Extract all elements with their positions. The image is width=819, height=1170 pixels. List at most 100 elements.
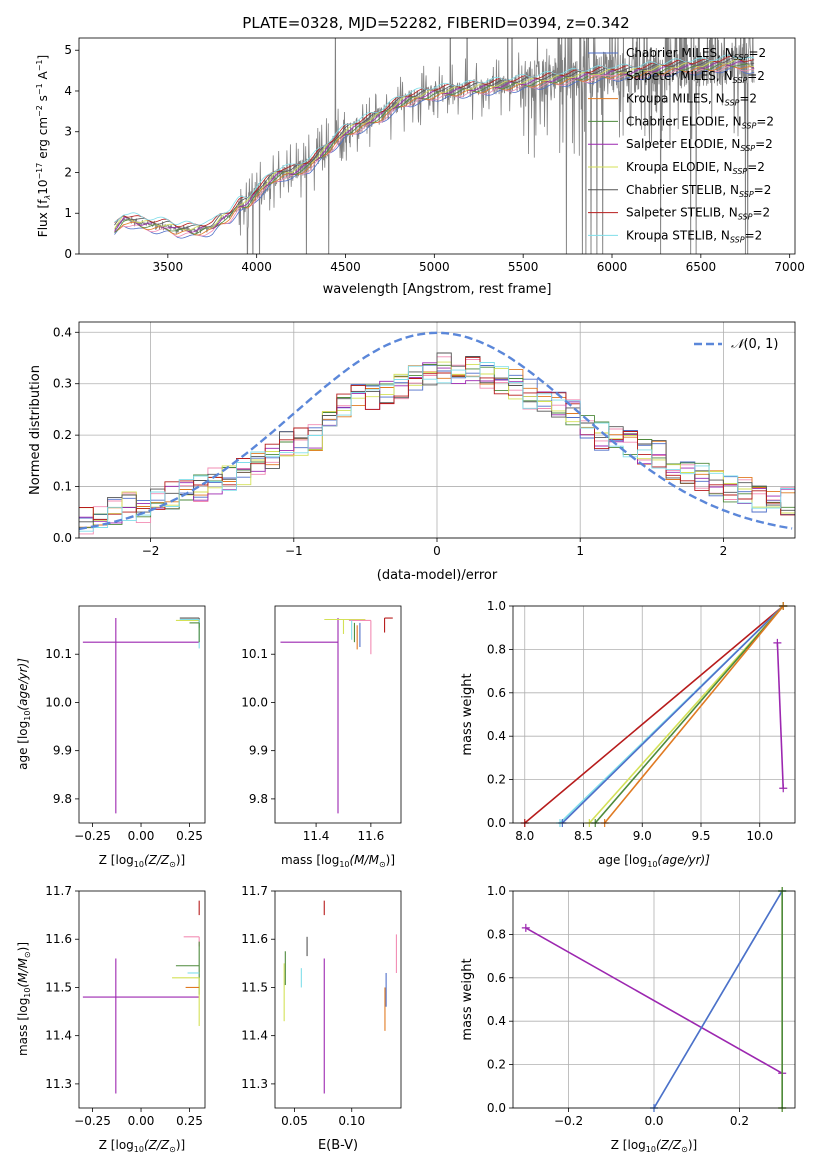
y-axis-label: Flux [fλ10−17 erg cm−2 s−1 A−1] (35, 55, 52, 237)
x-tick-label: −0.25 (74, 1114, 111, 1128)
weight-line (525, 927, 783, 1074)
y-tick-label: 0.4 (487, 729, 506, 743)
y-tick-label: 0.0 (487, 816, 506, 830)
x-axis-label: mass [log10(M/M⊙)] (281, 853, 395, 869)
histogram-step (79, 357, 795, 520)
x-tick-label: 0.25 (176, 1114, 203, 1128)
x-tick-label: −1 (285, 544, 303, 558)
axes-frame (512, 605, 796, 824)
age-vs-metallicity-panel: −0.25 0.00 0.25 9.8 9.9 10.0 10.1 Z [log10(Z/Z⊙… (16, 605, 206, 869)
axes-frame (512, 890, 796, 1109)
axes-frame (274, 605, 402, 824)
figure-title: PLATE=0328, MJD=52282, FIBERID=0394, z=0… (242, 14, 629, 32)
y-tick-label: 9.9 (53, 744, 72, 758)
point-marker (779, 784, 788, 793)
x-tick-label: 6000 (597, 260, 628, 274)
y-tick-label: 4 (64, 84, 72, 98)
weight-line (594, 606, 784, 823)
y-tick-label: 11.7 (45, 884, 72, 898)
y-tick-label: 11.5 (241, 980, 268, 994)
x-tick-label: 0.00 (128, 1114, 155, 1128)
y-tick-label: 3 (64, 125, 72, 139)
x-tick-label: 4000 (241, 260, 272, 274)
spectrum-panel: 3500 4000 4500 5000 5500 6000 6500 7000 0 1 2 3 4 5 Ch… (35, 37, 805, 297)
x-tick-label: 11.4 (303, 829, 330, 843)
x-tick-label: 0.2 (730, 1114, 749, 1128)
y-tick-label: 11.7 (241, 884, 268, 898)
weight-vs-metallicity-panel: −0.2 0.0 0.2 0.0 0.2 0.4 0.6 0.8 1.0 mass weight Z… (460, 884, 796, 1154)
model-line (114, 54, 755, 226)
y-tick-label: 0.2 (53, 428, 72, 442)
y-tick-label: 10.0 (45, 695, 72, 709)
x-tick-label: 4500 (330, 260, 361, 274)
x-tick-label: 0.25 (176, 829, 203, 843)
weight-line (776, 642, 784, 789)
x-axis-label: Z [log10(Z/Z⊙)] (611, 1138, 697, 1154)
histogram-step (79, 362, 795, 532)
x-tick-label: 9.5 (691, 829, 710, 843)
y-tick-label: 0.3 (53, 377, 72, 391)
point-marker (773, 638, 782, 647)
x-axis-label: Z [log10(Z/Z⊙)] (99, 853, 185, 869)
x-tick-label: 0.0 (644, 1114, 663, 1128)
legend-entry: Kroupa MILES, NSSP=2 (626, 92, 757, 108)
legend-entry: 𝒩(0, 1) (731, 337, 778, 352)
legend-entry: Chabrier ELODIE, NSSP=2 (626, 114, 774, 130)
x-tick-label: 11.6 (358, 829, 385, 843)
y-axis-label: mass [log10(M/M⊙)] (16, 942, 32, 1056)
x-tick-label: 7000 (774, 260, 805, 274)
weight-vs-age-panel: 8.0 8.5 9.0 9.5 10.0 0.0 0.2 0.4 0.6 0.8 1.0 mass w… (460, 599, 796, 869)
x-axis-label: Z [log10(Z/Z⊙)] (99, 1138, 185, 1154)
spectrum-data (114, 38, 755, 254)
legend-entry: Chabrier MILES, NSSP=2 (626, 46, 766, 62)
y-tick-label: 0.0 (487, 1101, 506, 1115)
y-tick-label: 11.4 (45, 1029, 72, 1043)
y-tick-label: 0 (64, 247, 72, 261)
weight-line (524, 606, 784, 823)
x-tick-label: 0.10 (338, 1114, 365, 1128)
x-tick-label: 0 (433, 544, 441, 558)
y-tick-label: 1 (64, 206, 72, 220)
weight-line (653, 891, 783, 1108)
x-tick-label: 0.05 (281, 1114, 308, 1128)
model-line (114, 64, 755, 236)
y-tick-label: 11.6 (45, 932, 72, 946)
legend-entry: Salpeter ELODIE, NSSP=2 (626, 137, 773, 153)
x-tick-label: −0.25 (74, 829, 111, 843)
y-tick-label: 10.1 (241, 647, 268, 661)
y-tick-label: 5 (64, 43, 72, 57)
age-vs-mass-panel: 11.4 11.6 9.8 9.9 10.0 10.1 mass [log10(M/M⊙)] (241, 605, 402, 869)
x-tick-label: 9.0 (633, 829, 652, 843)
weight-line (561, 606, 784, 823)
y-tick-label: 10.1 (45, 647, 72, 661)
y-tick-label: 0.6 (487, 971, 506, 985)
x-tick-label: 8.5 (574, 829, 593, 843)
axes-frame (78, 605, 206, 824)
mass-vs-metallicity-panel: −0.25 0.00 0.25 11.3 11.4 11.5 11.6 11.7 Z [log1… (16, 884, 206, 1154)
y-tick-label: 0.8 (487, 927, 506, 941)
y-tick-label: 0.1 (53, 480, 72, 494)
y-tick-label: 1.0 (487, 884, 506, 898)
x-axis-label: wavelength [Angstrom, rest frame] (323, 282, 552, 297)
y-tick-label: 9.8 (249, 792, 268, 806)
x-tick-label: 10.0 (746, 829, 773, 843)
mass-vs-ebv-panel: 0.05 0.10 11.3 11.4 11.5 11.6 11.7 E(B-V) (241, 884, 402, 1153)
axes-frame (78, 37, 796, 255)
axes-frame (274, 890, 402, 1109)
x-axis-label: (data-model)/error (377, 568, 498, 583)
x-tick-label: 0.00 (128, 829, 155, 843)
y-tick-label: 0.0 (53, 531, 72, 545)
axes-frame (78, 321, 796, 539)
y-tick-label: 9.9 (249, 744, 268, 758)
x-tick-label: 5500 (508, 260, 539, 274)
x-tick-label: 6500 (686, 260, 717, 274)
x-tick-label: −2 (142, 544, 160, 558)
y-axis-label: mass weight (460, 673, 475, 755)
legend-entry: Chabrier STELIB, NSSP=2 (626, 183, 771, 199)
legend-entry: Salpeter MILES, NSSP=2 (626, 69, 765, 85)
x-tick-label: 2 (720, 544, 728, 558)
x-axis-label: age [log10(age/yr)] (598, 853, 710, 869)
x-tick-label: 3500 (153, 260, 184, 274)
y-axis-label: Normed distribution (28, 365, 43, 495)
histogram-step (79, 352, 795, 523)
